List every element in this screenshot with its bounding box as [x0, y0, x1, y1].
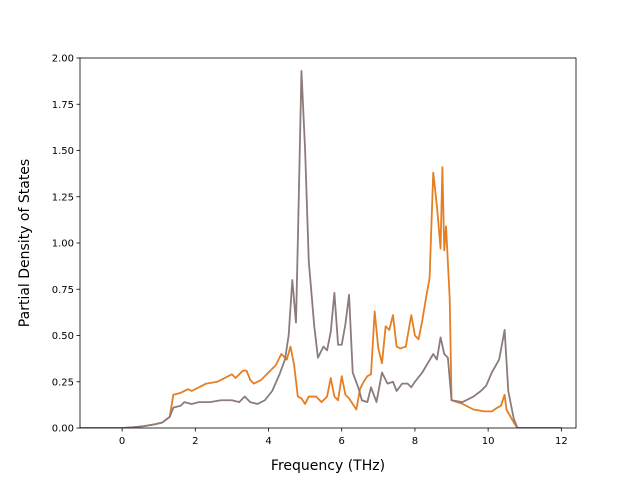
- y-tick-label: 0.00: [52, 424, 74, 435]
- y-tick-label: 1.50: [52, 146, 74, 157]
- y-tick-label: 2.00: [52, 54, 74, 65]
- x-tick-label: 8: [412, 436, 418, 447]
- y-axis-label: Partial Density of States: [17, 159, 33, 327]
- x-axis-label: Frequency (THz): [271, 458, 385, 474]
- x-tick-label: 2: [192, 436, 198, 447]
- y-axis: 0.00 0.25 0.50 0.75 1.00 1.25 1.50 1.75 2.00: [52, 54, 80, 435]
- series-layer: [80, 70, 562, 428]
- y-tick-label: 1.00: [52, 239, 74, 250]
- y-tick-label: 1.25: [52, 192, 74, 203]
- series-line-1: [80, 166, 562, 428]
- y-tick-label: 0.75: [52, 285, 74, 296]
- y-tick-label: 0.50: [52, 331, 74, 342]
- x-tick-label: 10: [482, 436, 495, 447]
- x-tick-label: 4: [265, 436, 271, 447]
- x-tick-label: 12: [555, 436, 568, 447]
- x-tick-label: 0: [119, 436, 125, 447]
- x-axis: 0 2 4 6 8 10 12: [119, 428, 568, 447]
- y-tick-label: 0.25: [52, 377, 74, 388]
- series-line-2: [80, 70, 562, 428]
- y-tick-label: 1.75: [52, 100, 74, 111]
- x-tick-label: 6: [339, 436, 345, 447]
